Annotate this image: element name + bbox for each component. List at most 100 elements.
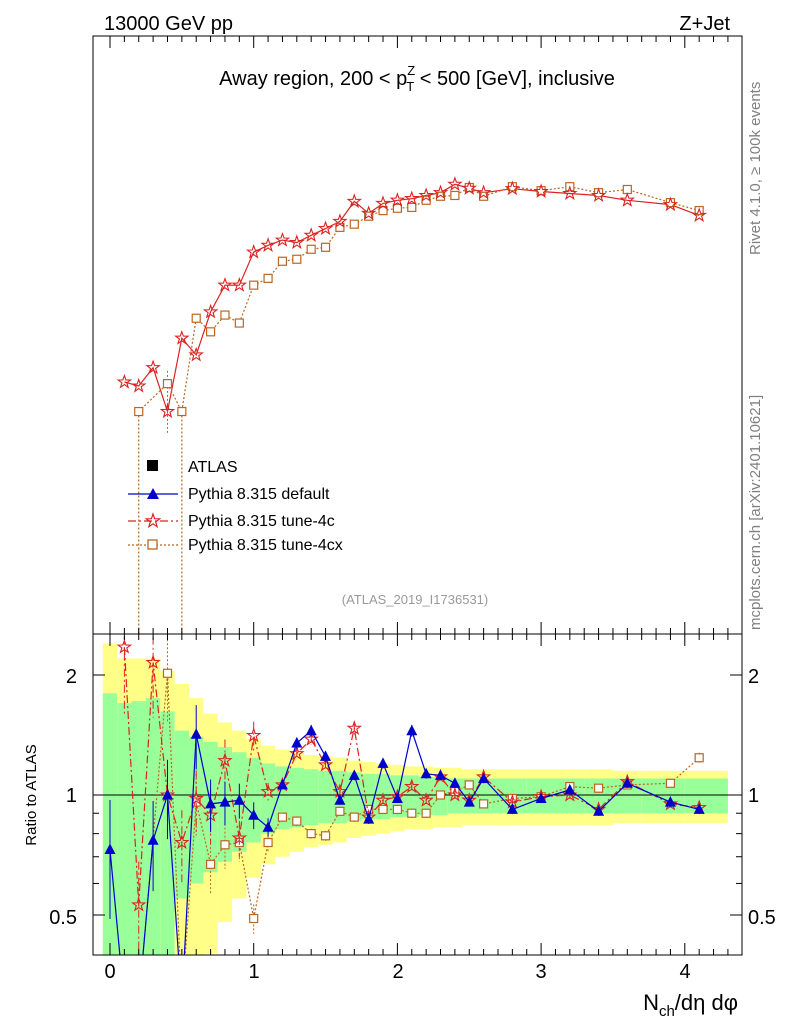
ratio-point-default [463, 796, 475, 807]
ratio-point-tune4cx [249, 913, 259, 924]
ratio-point-tune4cx [205, 859, 216, 869]
legend-marker-tune4c [144, 512, 162, 529]
ratio-point-tune4cx [320, 831, 331, 841]
ratio-point-default [377, 757, 389, 768]
ratio-point-default [348, 769, 360, 780]
ratio-y-tick-labels: 2 1 0.5 2 1 0.5 [49, 666, 776, 929]
ratio-ytick-2-right: 2 [748, 666, 759, 688]
ratio-point-tune4c [245, 727, 262, 743]
ratio-point-tune4cx [292, 816, 302, 826]
main-point-tune4cx [407, 202, 417, 213]
title-pre: Away region, 200 < p [219, 68, 407, 90]
ratio-point-tune4cx [378, 804, 388, 815]
legend-marker-atlas [147, 460, 158, 471]
main-line-tune4cx [138, 186, 700, 414]
ratio-point-tune4c [217, 752, 233, 768]
ratio-point-tune4cx [435, 790, 446, 800]
xtick-1: 1 [248, 961, 259, 983]
ratio-point-default [506, 803, 518, 814]
ratio-panel: 2 1 0.5 2 1 0.5 Ratio to ATLAS 0 1 2 3 4… [23, 633, 776, 1020]
ratio-ytick-1-right: 1 [748, 785, 759, 807]
ratio-band-inner [684, 778, 728, 814]
ratio-band-inner [131, 701, 146, 955]
ratio-point-tune4c [188, 790, 204, 806]
ratio-point-tune4c [260, 783, 276, 799]
ratio-point-default [291, 737, 303, 748]
main-point-tune4cx [162, 379, 173, 389]
legend-marker-tune4cx [147, 539, 158, 550]
ratio-point-default [391, 792, 403, 803]
ratio-band-inner [404, 775, 419, 818]
legend: ATLAS Pythia 8.315 default Pythia 8.315 … [128, 459, 343, 554]
ratio-point-tune4c [289, 745, 305, 761]
ratio-point-tune4cx [349, 812, 359, 822]
main-point-tune4c [619, 192, 636, 207]
main-point-tune4c [346, 193, 363, 209]
ratio-point-default [564, 783, 576, 795]
main-point-tune4c [432, 184, 449, 200]
ratio-point-default [190, 728, 202, 739]
ratio-point-default [162, 789, 173, 800]
ratio-point-tune4cx [464, 780, 474, 790]
ratio-point-default [248, 809, 260, 820]
ratio-point-tune4cx [135, 999, 143, 1007]
ratio-band-inner [303, 769, 319, 826]
main-point-tune4cx [220, 310, 230, 320]
header-right: Z+Jet [679, 13, 730, 35]
ratio-band-inner [641, 778, 685, 814]
ratio-band-inner [318, 770, 333, 824]
main-point-tune4cx [392, 203, 402, 213]
ratio-point-tune4cx [421, 808, 431, 818]
ratio-point-tune4cx [263, 837, 273, 848]
main-point-tune4c [188, 346, 204, 362]
ratio-point-tune4c [174, 834, 190, 850]
ratio-point-tune4c [418, 792, 434, 807]
main-point-tune4cx [134, 406, 144, 417]
ratio-point-default [133, 997, 144, 1008]
main-point-tune4cx [277, 256, 288, 266]
ratio-point-default [219, 796, 231, 807]
xtick-3: 3 [535, 961, 546, 983]
main-point-tune4cx [292, 254, 302, 264]
main-point-tune4c [504, 180, 521, 196]
ratio-point-default [449, 777, 461, 788]
main-point-tune4c [662, 196, 679, 212]
mcplots-label: mcplots.cern.ch [arXiv:2401.10621] [747, 395, 764, 630]
ratio-point-default [621, 777, 633, 788]
ratio-point-default [435, 769, 446, 780]
ratio-point-tune4c [346, 720, 363, 735]
ratio-point-tune4cx [162, 668, 173, 678]
legend-star-shape [144, 512, 162, 529]
main-panel: Away region, 200 < pZ T < 500 [GeV], incl… [92, 35, 743, 635]
main-point-tune4c [533, 183, 549, 199]
ratio-ytick-1-left: 1 [66, 785, 77, 807]
ratio-point-default [119, 997, 130, 1008]
x-axis-label: Nch/dη dφ [643, 990, 738, 1020]
main-point-tune4c [375, 195, 391, 211]
main-point-tune4c [475, 184, 492, 200]
ratio-point-tune4cx [665, 778, 676, 788]
ratio-point-default [664, 796, 676, 807]
ratio-point-tune4cx [306, 829, 316, 839]
ratio-point-tune4c [116, 638, 133, 654]
ratio-point-tune4cx [277, 812, 288, 822]
ratio-point-tune4c [332, 783, 348, 799]
main-line-tune4c [124, 183, 700, 414]
main-point-tune4c [217, 277, 233, 292]
main-ticks [109, 36, 729, 634]
ratio-ytick-05-right: 0.5 [748, 907, 776, 929]
main-point-tune4c [461, 180, 477, 195]
main-point-tune4c [289, 234, 305, 250]
main-point-tune4c [404, 190, 420, 206]
main-point-tune4cx [435, 191, 446, 201]
main-point-tune4c [174, 330, 190, 345]
main-point-tune4c [360, 205, 377, 221]
main-point-tune4cx [205, 327, 216, 337]
main-point-tune4cx [234, 318, 244, 328]
main-point-tune4cx [450, 190, 460, 201]
ratio-point-tune4c [375, 792, 391, 807]
title-post: < 500 [GeV], inclusive [414, 68, 615, 90]
ratio-point-default [693, 803, 705, 814]
ratio-point-default [147, 834, 159, 845]
ratio-point-tune4cx [694, 753, 704, 763]
